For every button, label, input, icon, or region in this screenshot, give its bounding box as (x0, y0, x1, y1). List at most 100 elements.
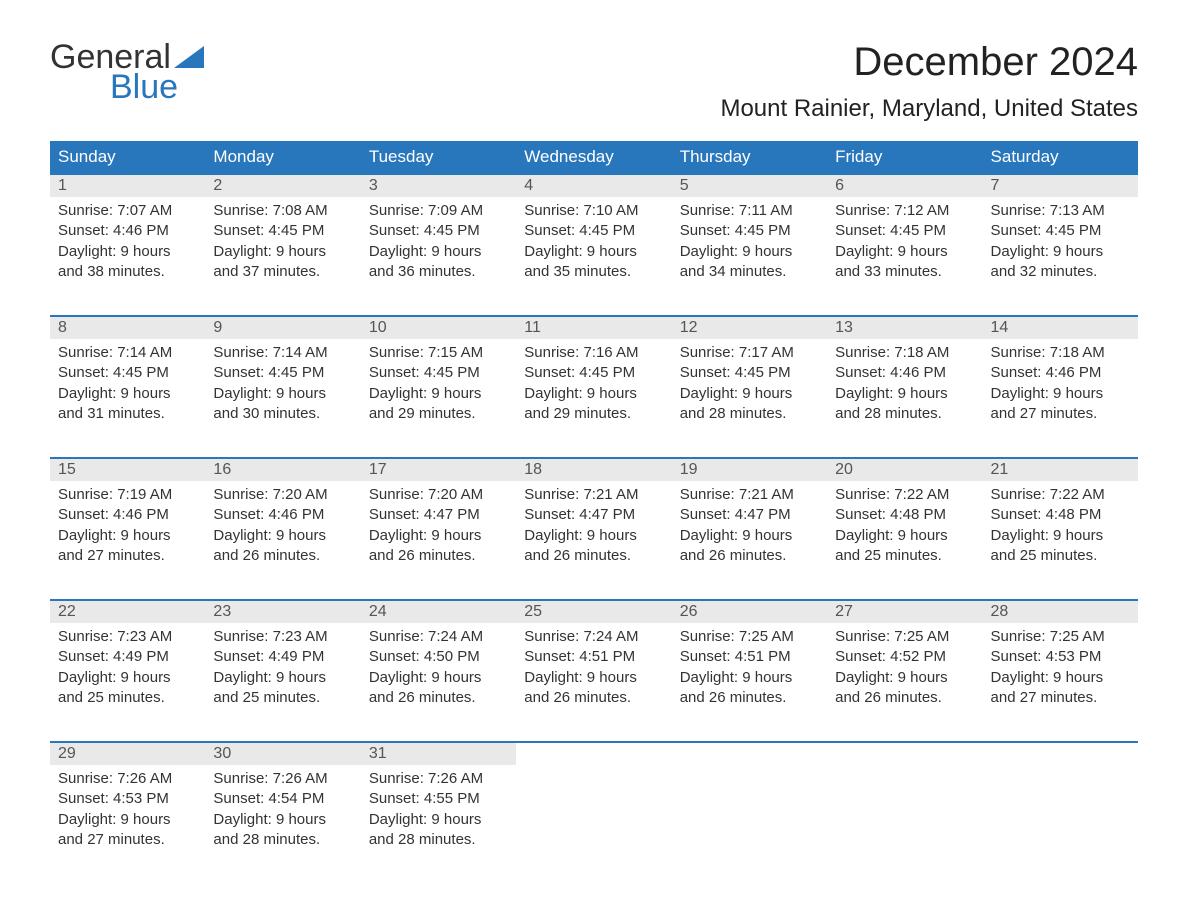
calendar-cell: 13Sunrise: 7:18 AMSunset: 4:46 PMDayligh… (827, 317, 982, 443)
cell-sunrise: Sunrise: 7:18 AM (991, 343, 1130, 363)
cell-dl2: and 25 minutes. (213, 688, 352, 708)
cell-body: Sunrise: 7:12 AMSunset: 4:45 PMDaylight:… (827, 197, 982, 290)
cell-sunset: Sunset: 4:52 PM (835, 647, 974, 667)
cell-dl1: Daylight: 9 hours (680, 668, 819, 688)
cell-dl1: Daylight: 9 hours (524, 384, 663, 404)
cell-sunrise: Sunrise: 7:20 AM (369, 485, 508, 505)
calendar-cell: 20Sunrise: 7:22 AMSunset: 4:48 PMDayligh… (827, 459, 982, 585)
cell-body: Sunrise: 7:14 AMSunset: 4:45 PMDaylight:… (205, 339, 360, 432)
cell-dl1: Daylight: 9 hours (369, 668, 508, 688)
cell-body: Sunrise: 7:10 AMSunset: 4:45 PMDaylight:… (516, 197, 671, 290)
cell-sunrise: Sunrise: 7:16 AM (524, 343, 663, 363)
cell-dl2: and 28 minutes. (835, 404, 974, 424)
cell-sunset: Sunset: 4:45 PM (213, 363, 352, 383)
cell-sunrise: Sunrise: 7:14 AM (213, 343, 352, 363)
calendar-cell (983, 743, 1138, 869)
cell-body: Sunrise: 7:08 AMSunset: 4:45 PMDaylight:… (205, 197, 360, 290)
day-number: 17 (361, 459, 516, 481)
cell-sunset: Sunset: 4:45 PM (991, 221, 1130, 241)
day-number: 7 (983, 175, 1138, 197)
cell-dl2: and 28 minutes. (213, 830, 352, 850)
cell-dl2: and 26 minutes. (835, 688, 974, 708)
cell-body: Sunrise: 7:07 AMSunset: 4:46 PMDaylight:… (50, 197, 205, 290)
cell-sunset: Sunset: 4:47 PM (524, 505, 663, 525)
logo: General Blue (50, 40, 204, 104)
cell-sunrise: Sunrise: 7:25 AM (991, 627, 1130, 647)
week-row: 15Sunrise: 7:19 AMSunset: 4:46 PMDayligh… (50, 457, 1138, 585)
cell-dl2: and 34 minutes. (680, 262, 819, 282)
cell-body: Sunrise: 7:25 AMSunset: 4:51 PMDaylight:… (672, 623, 827, 716)
calendar-cell: 1Sunrise: 7:07 AMSunset: 4:46 PMDaylight… (50, 175, 205, 301)
cell-dl1: Daylight: 9 hours (58, 384, 197, 404)
cell-sunrise: Sunrise: 7:23 AM (58, 627, 197, 647)
day-number: 13 (827, 317, 982, 339)
cell-dl2: and 25 minutes. (991, 546, 1130, 566)
calendar-cell: 31Sunrise: 7:26 AMSunset: 4:55 PMDayligh… (361, 743, 516, 869)
cell-sunrise: Sunrise: 7:12 AM (835, 201, 974, 221)
calendar-cell (672, 743, 827, 869)
cell-sunrise: Sunrise: 7:15 AM (369, 343, 508, 363)
cell-dl1: Daylight: 9 hours (58, 668, 197, 688)
day-number: 21 (983, 459, 1138, 481)
cell-sunrise: Sunrise: 7:10 AM (524, 201, 663, 221)
cell-dl1: Daylight: 9 hours (991, 526, 1130, 546)
cell-dl2: and 28 minutes. (369, 830, 508, 850)
cell-body: Sunrise: 7:16 AMSunset: 4:45 PMDaylight:… (516, 339, 671, 432)
cell-dl2: and 26 minutes. (369, 546, 508, 566)
calendar-cell: 18Sunrise: 7:21 AMSunset: 4:47 PMDayligh… (516, 459, 671, 585)
cell-sunrise: Sunrise: 7:09 AM (369, 201, 508, 221)
cell-dl2: and 27 minutes. (58, 546, 197, 566)
cell-body: Sunrise: 7:26 AMSunset: 4:54 PMDaylight:… (205, 765, 360, 858)
cell-sunrise: Sunrise: 7:13 AM (991, 201, 1130, 221)
week-row: 8Sunrise: 7:14 AMSunset: 4:45 PMDaylight… (50, 315, 1138, 443)
cell-dl1: Daylight: 9 hours (369, 242, 508, 262)
cell-dl1: Daylight: 9 hours (213, 668, 352, 688)
day-header-sat: Saturday (983, 141, 1138, 173)
calendar-cell: 27Sunrise: 7:25 AMSunset: 4:52 PMDayligh… (827, 601, 982, 727)
calendar-cell: 29Sunrise: 7:26 AMSunset: 4:53 PMDayligh… (50, 743, 205, 869)
cell-body: Sunrise: 7:25 AMSunset: 4:53 PMDaylight:… (983, 623, 1138, 716)
cell-sunset: Sunset: 4:45 PM (213, 221, 352, 241)
cell-dl1: Daylight: 9 hours (991, 384, 1130, 404)
cell-sunset: Sunset: 4:45 PM (524, 363, 663, 383)
cell-dl2: and 27 minutes. (58, 830, 197, 850)
calendar-cell: 5Sunrise: 7:11 AMSunset: 4:45 PMDaylight… (672, 175, 827, 301)
cell-sunset: Sunset: 4:46 PM (58, 221, 197, 241)
week-row: 29Sunrise: 7:26 AMSunset: 4:53 PMDayligh… (50, 741, 1138, 869)
cell-sunrise: Sunrise: 7:22 AM (991, 485, 1130, 505)
day-number: 3 (361, 175, 516, 197)
cell-sunrise: Sunrise: 7:25 AM (835, 627, 974, 647)
day-number: 25 (516, 601, 671, 623)
cell-sunset: Sunset: 4:45 PM (369, 363, 508, 383)
cell-dl2: and 26 minutes. (524, 546, 663, 566)
location: Mount Rainier, Maryland, United States (720, 95, 1138, 123)
cell-sunset: Sunset: 4:46 PM (835, 363, 974, 383)
cell-body: Sunrise: 7:21 AMSunset: 4:47 PMDaylight:… (516, 481, 671, 574)
cell-dl2: and 25 minutes. (835, 546, 974, 566)
calendar-cell: 30Sunrise: 7:26 AMSunset: 4:54 PMDayligh… (205, 743, 360, 869)
calendar-cell: 10Sunrise: 7:15 AMSunset: 4:45 PMDayligh… (361, 317, 516, 443)
cell-sunrise: Sunrise: 7:21 AM (524, 485, 663, 505)
calendar: Sunday Monday Tuesday Wednesday Thursday… (50, 141, 1138, 869)
cell-dl2: and 36 minutes. (369, 262, 508, 282)
cell-sunset: Sunset: 4:50 PM (369, 647, 508, 667)
cell-dl2: and 26 minutes. (680, 688, 819, 708)
week-row: 1Sunrise: 7:07 AMSunset: 4:46 PMDaylight… (50, 173, 1138, 301)
cell-sunrise: Sunrise: 7:26 AM (369, 769, 508, 789)
day-number: 22 (50, 601, 205, 623)
calendar-cell: 12Sunrise: 7:17 AMSunset: 4:45 PMDayligh… (672, 317, 827, 443)
day-number: 20 (827, 459, 982, 481)
cell-sunrise: Sunrise: 7:17 AM (680, 343, 819, 363)
day-header-wed: Wednesday (516, 141, 671, 173)
cell-body: Sunrise: 7:23 AMSunset: 4:49 PMDaylight:… (50, 623, 205, 716)
cell-dl2: and 29 minutes. (524, 404, 663, 424)
calendar-cell: 21Sunrise: 7:22 AMSunset: 4:48 PMDayligh… (983, 459, 1138, 585)
day-header-thu: Thursday (672, 141, 827, 173)
cell-sunset: Sunset: 4:51 PM (680, 647, 819, 667)
cell-body: Sunrise: 7:18 AMSunset: 4:46 PMDaylight:… (827, 339, 982, 432)
cell-dl1: Daylight: 9 hours (58, 810, 197, 830)
cell-dl1: Daylight: 9 hours (524, 526, 663, 546)
cell-sunrise: Sunrise: 7:14 AM (58, 343, 197, 363)
cell-dl1: Daylight: 9 hours (58, 242, 197, 262)
day-number: 9 (205, 317, 360, 339)
